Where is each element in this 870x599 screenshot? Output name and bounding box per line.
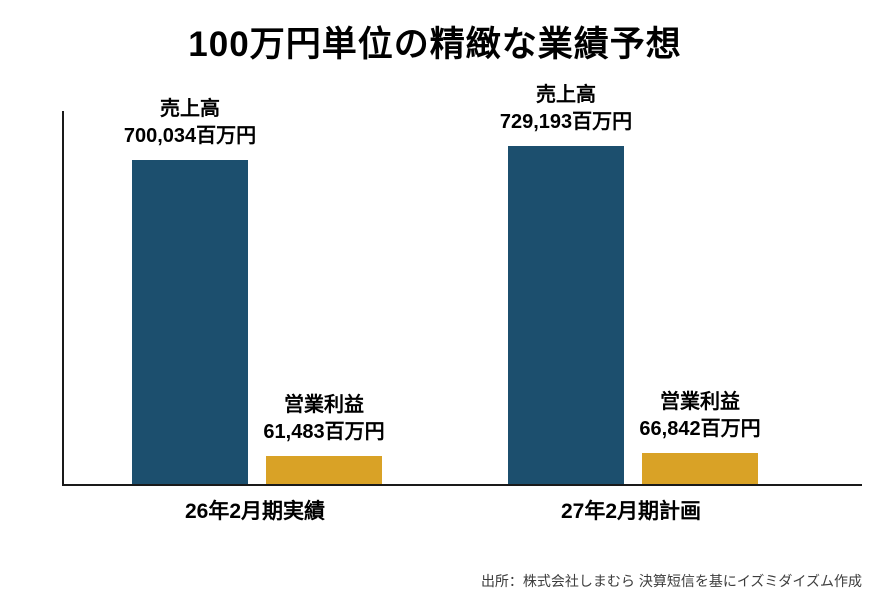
- plot-area: 売上高 700,034百万円 営業利益 61,483百万円 売上高 729,19…: [62, 84, 862, 486]
- profit-column-fy26: 営業利益 61,483百万円: [263, 392, 385, 484]
- bar-group-fy27: 売上高 729,193百万円 営業利益 66,842百万円: [500, 82, 761, 484]
- bar-label-value: 729,193百万円: [499, 111, 633, 133]
- bar-label-name: 売上高: [536, 84, 596, 106]
- bar-label-name: 営業利益: [284, 394, 364, 416]
- bar-chart: 売上高 700,034百万円 営業利益 61,483百万円 売上高 729,19…: [62, 84, 862, 525]
- bar-label: 売上高 729,193百万円: [500, 82, 632, 136]
- bar-label-name: 売上高: [160, 98, 220, 120]
- bar-label-value: 700,034百万円: [123, 125, 257, 147]
- bar-label: 営業利益 61,483百万円: [263, 392, 384, 446]
- profit-bar: [642, 453, 758, 484]
- revenue-bar: [132, 160, 248, 484]
- revenue-column-fy26: 売上高 700,034百万円: [124, 96, 256, 484]
- bar-label-value: 66,842百万円: [639, 418, 761, 440]
- bar-group-fy26: 売上高 700,034百万円 営業利益 61,483百万円: [124, 96, 385, 484]
- chart-title: 100万円単位の精緻な業績予想: [188, 25, 682, 64]
- x-axis-label-fy27: 27年2月期計画: [560, 500, 702, 523]
- bar-label: 営業利益 66,842百万円: [639, 389, 760, 443]
- bar-label-name: 営業利益: [660, 391, 740, 413]
- bar-label: 売上高 700,034百万円: [124, 96, 256, 150]
- bar-label-value: 61,483百万円: [263, 421, 385, 443]
- profit-bar: [266, 456, 382, 484]
- profit-column-fy27: 営業利益 66,842百万円: [639, 389, 761, 484]
- source-note: 出所：株式会社しまむら 決算短信を基にイズミダイズム作成: [480, 573, 862, 589]
- x-axis-label-fy26: 26年2月期実績: [184, 500, 326, 523]
- x-axis-labels: 26年2月期実績 27年2月期計画: [62, 495, 862, 525]
- revenue-column-fy27: 売上高 729,193百万円: [500, 82, 632, 484]
- revenue-bar: [508, 146, 624, 484]
